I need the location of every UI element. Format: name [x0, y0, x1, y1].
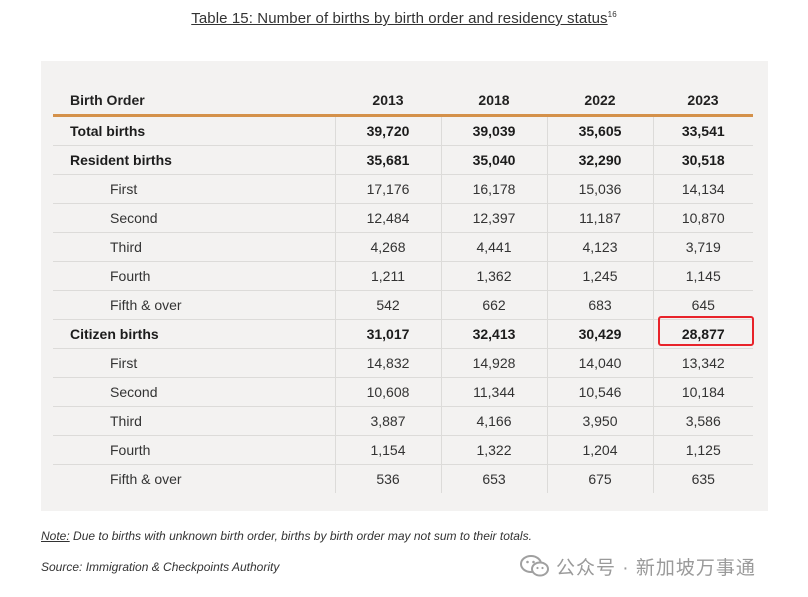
- wechat-icon: [520, 555, 549, 577]
- row-label: First: [53, 174, 335, 204]
- cell-2018: 14,928: [440, 348, 547, 378]
- table-row: Fifth & over 536 653 675 635: [53, 464, 753, 493]
- cell-2018: 39,039: [440, 115, 547, 146]
- col-header-2018: 2018: [441, 85, 547, 117]
- cell-2023: 645: [652, 290, 753, 320]
- cell-2013: 536: [334, 464, 441, 493]
- cell-2013: 542: [334, 290, 441, 320]
- cell-2023: 3,719: [652, 232, 753, 262]
- table-row: First 17,176 16,178 15,036 14,134: [53, 174, 753, 204]
- row-label: Third: [53, 232, 335, 262]
- row-label: Second: [53, 203, 335, 233]
- cell-2013: 10,608: [334, 377, 441, 407]
- cell-2022: 4,123: [546, 232, 653, 262]
- births-table: Birth Order 2013 2018 2022 2023 Total bi…: [53, 85, 753, 493]
- cell-2023: 30,518: [652, 145, 753, 175]
- table-title: Table 15: Number of births by birth orde…: [0, 10, 808, 27]
- table-row: Resident births 35,681 35,040 32,290 30,518: [53, 145, 753, 175]
- cell-2013: 39,720: [334, 115, 441, 146]
- table-row: Fourth 1,211 1,362 1,245 1,145: [53, 261, 753, 291]
- table-row: Third 4,268 4,441 4,123 3,719: [53, 232, 753, 262]
- cell-2023: 3,586: [652, 406, 753, 436]
- cell-2018: 32,413: [440, 319, 547, 349]
- note-text: Due to births with unknown birth order, …: [69, 529, 532, 543]
- watermark-text: 公众号 · 新加坡万事通: [556, 557, 756, 579]
- cell-2022: 10,546: [546, 377, 653, 407]
- cell-2018: 662: [440, 290, 547, 320]
- cell-2022: 675: [546, 464, 653, 493]
- cell-2023: 10,870: [652, 203, 753, 233]
- row-label: Fifth & over: [53, 290, 335, 320]
- cell-2022: 32,290: [546, 145, 653, 175]
- cell-2013: 1,211: [334, 261, 441, 291]
- cell-2023: 635: [652, 464, 753, 493]
- cell-2018: 4,166: [440, 406, 547, 436]
- row-label: Resident births: [53, 145, 335, 175]
- cell-2022: 30,429: [546, 319, 653, 349]
- cell-2023: 1,125: [652, 435, 753, 465]
- cell-2013: 17,176: [334, 174, 441, 204]
- cell-2023: 1,145: [652, 261, 753, 291]
- cell-2023: 13,342: [652, 348, 753, 378]
- cell-2022: 11,187: [546, 203, 653, 233]
- cell-2018: 4,441: [440, 232, 547, 262]
- row-label: Fourth: [53, 261, 335, 291]
- table-row: Third 3,887 4,166 3,950 3,586: [53, 406, 753, 436]
- cell-2022: 683: [546, 290, 653, 320]
- row-label: Total births: [53, 115, 335, 146]
- cell-2022: 14,040: [546, 348, 653, 378]
- col-header-2013: 2013: [335, 85, 441, 117]
- table-panel: Birth Order 2013 2018 2022 2023 Total bi…: [41, 61, 768, 511]
- cell-2018: 16,178: [440, 174, 547, 204]
- highlight-box: [658, 316, 754, 346]
- row-label: Citizen births: [53, 319, 335, 349]
- cell-2022: 1,204: [546, 435, 653, 465]
- cell-2022: 1,245: [546, 261, 653, 291]
- table-row: Fifth & over 542 662 683 645: [53, 290, 753, 320]
- header-row: Birth Order 2013 2018 2022 2023: [53, 85, 753, 117]
- row-label: First: [53, 348, 335, 378]
- cell-2013: 31,017: [334, 319, 441, 349]
- cell-2023: 33,541: [652, 115, 753, 146]
- cell-2022: 15,036: [546, 174, 653, 204]
- cell-2013: 3,887: [334, 406, 441, 436]
- cell-2018: 35,040: [440, 145, 547, 175]
- table-row: Fourth 1,154 1,322 1,204 1,125: [53, 435, 753, 465]
- cell-2013: 14,832: [334, 348, 441, 378]
- cell-2013: 35,681: [334, 145, 441, 175]
- cell-2023: 14,134: [652, 174, 753, 204]
- col-header-birth-order: Birth Order: [53, 85, 335, 117]
- col-header-2022: 2022: [547, 85, 653, 117]
- cell-2023: 10,184: [652, 377, 753, 407]
- cell-2018: 12,397: [440, 203, 547, 233]
- cell-2013: 1,154: [334, 435, 441, 465]
- watermark: 公众号 · 新加坡万事通: [520, 552, 756, 580]
- note-label: Note:: [41, 529, 70, 543]
- table-row: Second 10,608 11,344 10,546 10,184: [53, 377, 753, 407]
- cell-2022: 35,605: [546, 115, 653, 146]
- table-row: First 14,832 14,928 14,040 13,342: [53, 348, 753, 378]
- row-label: Second: [53, 377, 335, 407]
- cell-2013: 4,268: [334, 232, 441, 262]
- row-label: Fourth: [53, 435, 335, 465]
- row-label: Third: [53, 406, 335, 436]
- cell-2018: 1,322: [440, 435, 547, 465]
- footnote-ref: 16: [607, 10, 617, 19]
- cell-2022: 3,950: [546, 406, 653, 436]
- table-row: Citizen births 31,017 32,413 30,429 28,877: [53, 319, 753, 349]
- cell-2018: 11,344: [440, 377, 547, 407]
- table-row: Total births 39,720 39,039 35,605 33,541: [53, 115, 753, 146]
- table-title-text: Table 15: Number of births by birth orde…: [191, 10, 608, 27]
- cell-2018: 1,362: [440, 261, 547, 291]
- cell-2018: 653: [440, 464, 547, 493]
- col-header-2023: 2023: [653, 85, 753, 117]
- table-note: Note: Due to births with unknown birth o…: [41, 529, 532, 543]
- table-source: Source: Immigration & Checkpoints Author…: [41, 560, 280, 574]
- row-label: Fifth & over: [110, 471, 182, 487]
- cell-2013: 12,484: [334, 203, 441, 233]
- table-row: Second 12,484 12,397 11,187 10,870: [53, 203, 753, 233]
